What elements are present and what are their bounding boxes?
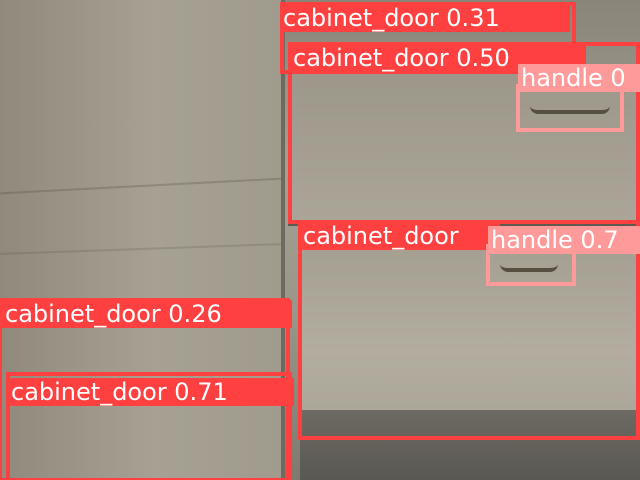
- detection-label: cabinet_door 0.71: [8, 378, 294, 406]
- drawer-handle-lower: [500, 258, 558, 272]
- detection-label: handle 0.7: [488, 226, 640, 254]
- detection-label: cabinet_door: [300, 222, 500, 250]
- detection-box-cabinet-door: cabinet_door 0.71: [6, 372, 294, 480]
- panel-seam: [281, 0, 285, 480]
- detection-box-handle: handle 0: [516, 64, 640, 132]
- detection-box-handle: handle 0.7: [486, 226, 640, 286]
- detection-label: cabinet_door 0.31: [280, 4, 570, 32]
- detection-label: handle 0: [518, 64, 640, 92]
- detection-label: cabinet_door 0.26: [2, 300, 292, 328]
- detection-label: cabinet_door 0.50: [290, 44, 586, 72]
- detection-box-cabinet-door: cabinet_door: [298, 220, 640, 440]
- lower-drawer-face: [300, 226, 640, 436]
- drawer-handle-upper: [530, 100, 610, 114]
- detection-box-cabinet-door: cabinet_door 0.31: [280, 2, 576, 74]
- floor: [300, 410, 640, 480]
- upper-drawer-face: [292, 70, 640, 220]
